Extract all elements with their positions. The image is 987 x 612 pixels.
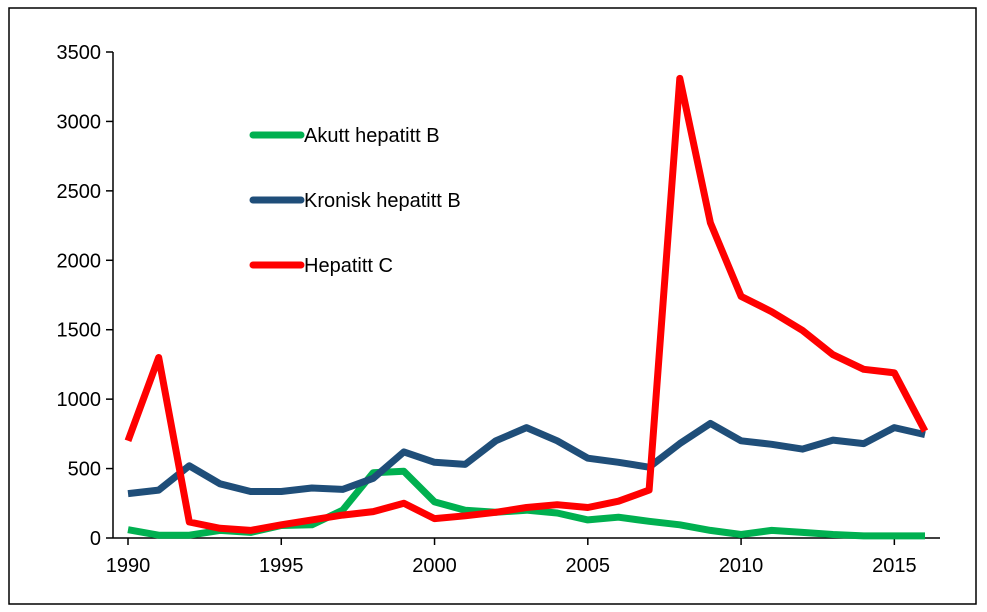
y-tick-label: 1500 (57, 320, 102, 342)
series-line-kronisk-hepatitt-b (127, 419, 926, 498)
x-tick-label: 2000 (412, 555, 457, 577)
y-axis-ticks: 0 500 1000 1500 2000 2500 3000 3500 (57, 42, 113, 550)
x-tick-label: 2010 (719, 555, 764, 577)
series-line-hepatitt-c (124, 74, 929, 534)
y-tick-label: 1000 (57, 389, 102, 411)
x-tick-label: 2005 (566, 555, 611, 577)
series-layer (124, 74, 929, 540)
y-tick-label: 3000 (57, 111, 102, 133)
y-tick-label: 500 (68, 459, 101, 481)
legend: Akutt hepatitt B Kronisk hepatitt B Hepati… (249, 125, 461, 277)
x-axis-ticks: 1990 1995 2000 2005 2010 2015 (106, 538, 917, 577)
y-tick-label: 3500 (57, 42, 102, 64)
x-tick-label: 1990 (106, 555, 151, 577)
x-tick-label: 1995 (259, 555, 304, 577)
chart-frame (8, 7, 977, 605)
y-tick-label: 0 (90, 528, 101, 550)
axes (112, 52, 940, 539)
x-tick-label: 2015 (872, 555, 917, 577)
legend-label-kronisk-hepatitt-b: Kronisk hepatitt B (304, 190, 461, 212)
legend-label-hepatitt-c: Hepatitt C (304, 255, 393, 277)
y-tick-label: 2500 (57, 181, 102, 203)
legend-label-akutt-hepatitt-b: Akutt hepatitt B (304, 125, 440, 147)
y-tick-label: 2000 (57, 250, 102, 272)
